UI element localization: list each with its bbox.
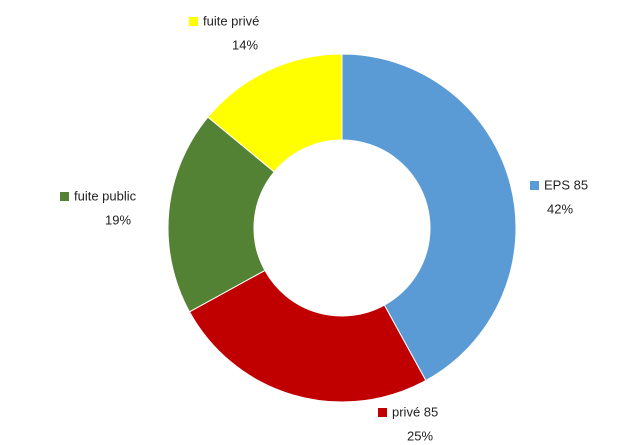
legend-marker [60,192,69,201]
legend-marker [189,17,198,26]
slice-name: fuite public [74,188,137,203]
donut-slice [341,53,517,382]
legend-marker [378,408,387,417]
slice-percent: 42% [547,201,573,216]
slice-percent: 25% [407,428,433,443]
donut-slice [188,269,427,403]
slice-percent: 14% [232,37,258,52]
slice-name: privé 85 [392,404,438,419]
slice-name: EPS 85 [544,177,588,192]
donut-slice [207,53,343,173]
legend-marker [530,181,539,190]
donut-slice [167,116,275,313]
slice-name: fuite privé [203,13,259,28]
slice-percent: 19% [105,212,131,227]
